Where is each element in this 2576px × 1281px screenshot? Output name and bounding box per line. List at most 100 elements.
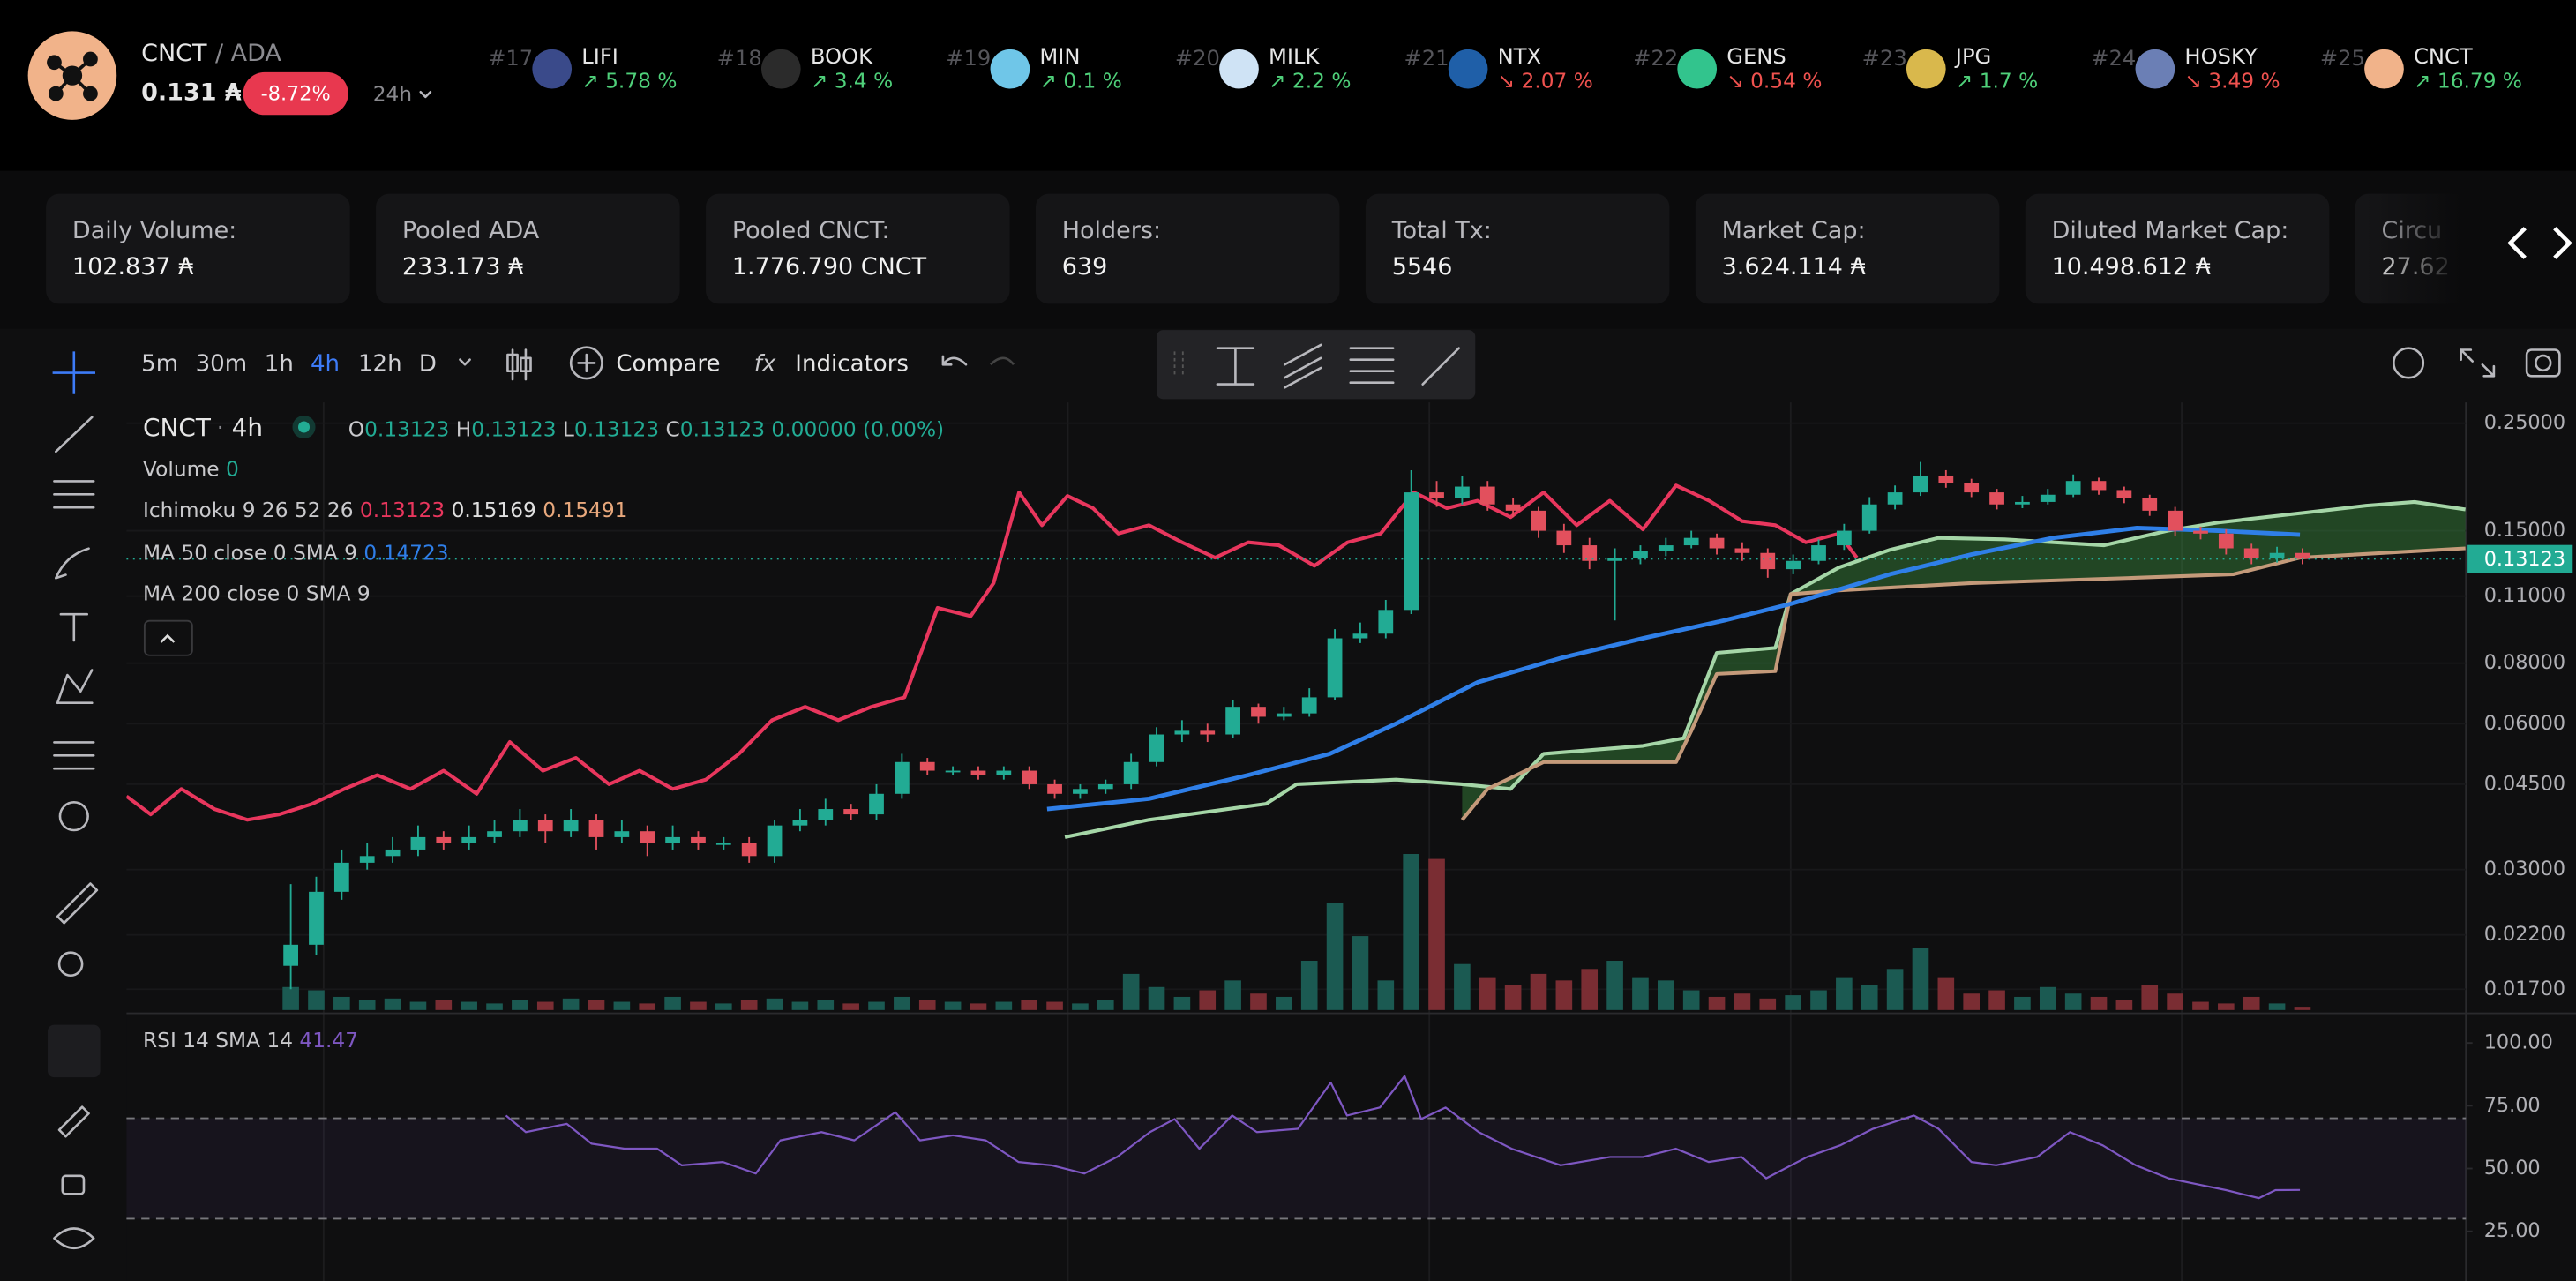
settings[interactable] [2392, 347, 2425, 379]
chevron [419, 90, 432, 99]
ticker-rank: #23 [1862, 46, 1907, 71]
quote-symbol: / ADA [215, 40, 281, 67]
trendline-tool[interactable] [55, 416, 94, 453]
ticker-icon [1906, 49, 1946, 89]
legend-volume-value: 0 [226, 457, 239, 481]
fib-tool[interactable] [53, 480, 95, 509]
y-tick-label: 0.08000 [2484, 651, 2565, 674]
interval-button[interactable]: 12h [358, 351, 402, 378]
ticker[interactable]: #25 CNCT↗ 16.79 % [2320, 44, 2522, 93]
volume-bar [1682, 990, 1700, 1010]
ruler-tool[interactable] [56, 882, 99, 925]
ticker-change: ↗ 2.2 % [1269, 70, 1351, 94]
candle-body [1378, 610, 1394, 634]
candle-body [741, 843, 757, 857]
interval-more[interactable] [459, 358, 471, 366]
lock-tool[interactable] [61, 1174, 86, 1195]
interval-button[interactable]: 30m [196, 351, 248, 378]
redo[interactable] [990, 356, 1015, 366]
candle-body [1327, 638, 1343, 698]
crosshair-tool[interactable] [52, 351, 96, 394]
ticker-name: GENS [1726, 44, 1786, 69]
volume-bar [2115, 1000, 2133, 1010]
candle-body [1989, 492, 2004, 505]
volume-bar [2268, 1003, 2286, 1010]
interval-button[interactable]: 4h [311, 351, 340, 378]
scroll-left[interactable] [2507, 227, 2527, 259]
candle-body [2040, 494, 2056, 502]
compare-icon[interactable] [569, 346, 603, 380]
price-pane: 0.25000 0.15000 0.11000 0.08000 0.06000 0.045… [126, 411, 2573, 1010]
icon-tool[interactable] [58, 801, 89, 832]
lock-draw-tool[interactable] [57, 1105, 90, 1138]
pattern-tool[interactable] [56, 669, 94, 705]
candle-body [1836, 530, 1852, 546]
ticker[interactable]: #24 HOSKY↘ 3.49 % [2091, 44, 2280, 93]
stat-value: 5546 [1392, 253, 1453, 281]
interval-button[interactable]: D [419, 351, 437, 378]
candle-body [1861, 504, 1877, 531]
chart-style[interactable] [506, 348, 532, 381]
interval-button[interactable]: 5m [141, 351, 178, 378]
volume-bar [486, 1003, 503, 1010]
plot-area [126, 461, 2466, 1010]
screenshot[interactable] [2525, 348, 2561, 378]
ohlc-value: 0.13123 [364, 417, 449, 441]
screenshot-lens [2535, 354, 2552, 372]
ticker[interactable]: #20 MILK↗ 2.2 % [1175, 44, 1352, 93]
ticker-rank: #19 [946, 46, 991, 71]
ticker[interactable]: #17 LIFI↗ 5.78 % [488, 44, 677, 93]
prediction-tool[interactable] [53, 741, 95, 770]
legend-ichimoku-label: Ichimoku 9 26 52 26 [143, 498, 354, 521]
volume-bar [1276, 996, 1292, 1010]
candle-body [2015, 501, 2030, 505]
ticker[interactable]: #22 GENS↘ 0.54 % [1633, 44, 1822, 93]
candle-body [919, 761, 935, 771]
ticker-icon [2364, 49, 2404, 89]
candle-body [1455, 486, 1470, 498]
volume-bar [588, 1000, 605, 1010]
floating-tools[interactable] [1173, 343, 1460, 389]
compare-button[interactable]: Compare [616, 351, 720, 378]
candle-body [1404, 492, 1419, 611]
ticker-name: JPG [1954, 44, 1991, 69]
fullscreen[interactable] [2460, 348, 2496, 378]
ticker-change: ↗ 16.79 % [2414, 70, 2522, 94]
zoom-tool[interactable] [57, 951, 84, 978]
ticker-rank: #20 [1175, 46, 1220, 71]
stat-card: Pooled ADA 233.173 ₳ [376, 193, 680, 304]
volume-bar [613, 1001, 631, 1010]
ticker[interactable]: #23 JPG↗ 1.7 % [1862, 44, 2039, 93]
candle-body [1073, 789, 1088, 794]
undo[interactable] [941, 355, 968, 366]
period-select[interactable]: 24h [373, 82, 412, 106]
legend-ma50-label: MA 50 close 0 SMA 9 [143, 541, 357, 565]
volume-bar [1708, 996, 1726, 1010]
text-tool[interactable] [59, 612, 89, 642]
floating-toolbar [1157, 330, 1476, 400]
legend-ichimoku: Ichimoku 9 26 52 26 0.13123 0.15169 0.15… [143, 498, 627, 521]
ticker[interactable]: #21 NTX↘ 2.07 % [1404, 44, 1592, 93]
volume-bar [1403, 854, 1419, 1010]
ticker-rank: #24 [2091, 46, 2136, 71]
ma50-line [1046, 526, 2301, 812]
rsi-panel [126, 1015, 2467, 1281]
legend-ohlc: O0.13123 H0.13123 L0.13123 C0.13123 0.00… [348, 417, 944, 441]
ticker[interactable]: #18 BOOK↗ 3.4 % [717, 44, 894, 93]
brush-tool[interactable] [55, 547, 90, 580]
indicators-button[interactable]: Indicators [795, 351, 909, 378]
ticker[interactable]: #19 MIN↗ 0.1 % [946, 44, 1122, 93]
volume-bar [2141, 985, 2159, 1010]
interval-button[interactable]: 1h [265, 351, 294, 378]
candle-body [1225, 707, 1240, 735]
collapse-icon [160, 633, 176, 643]
visibility-tool[interactable] [53, 1227, 95, 1250]
legend-collapse[interactable] [143, 619, 193, 656]
candle-body [2218, 533, 2234, 549]
rsi-pane: 100.00 75.00 50.00 25.00 [126, 1031, 2553, 1242]
stat-value: 3.624.114 ₳ [1722, 253, 1866, 281]
candle-body [2269, 552, 2285, 558]
magnet-tool[interactable] [48, 1024, 101, 1078]
volume-bar [384, 998, 401, 1010]
scroll-right[interactable] [2553, 227, 2572, 259]
